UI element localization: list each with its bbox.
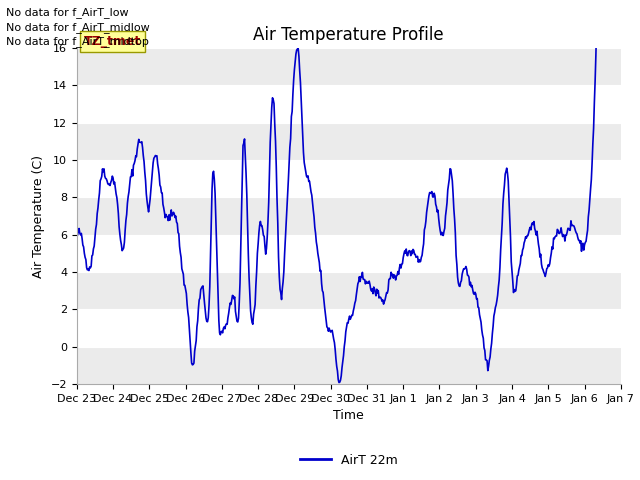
Bar: [77, 48, 621, 85]
Y-axis label: Air Temperature (C): Air Temperature (C): [32, 155, 45, 277]
Legend: AirT 22m: AirT 22m: [295, 449, 403, 472]
Text: TZ_tmet: TZ_tmet: [84, 35, 141, 48]
Bar: [77, 123, 621, 160]
Bar: [77, 197, 621, 235]
Bar: [77, 347, 621, 384]
Text: No data for f_AirT_midlow: No data for f_AirT_midlow: [6, 22, 150, 33]
Text: No data for f_AirT_midtop: No data for f_AirT_midtop: [6, 36, 149, 47]
Title: Air Temperature Profile: Air Temperature Profile: [253, 25, 444, 44]
Bar: [77, 272, 621, 309]
Text: No data for f_AirT_low: No data for f_AirT_low: [6, 7, 129, 18]
X-axis label: Time: Time: [333, 409, 364, 422]
